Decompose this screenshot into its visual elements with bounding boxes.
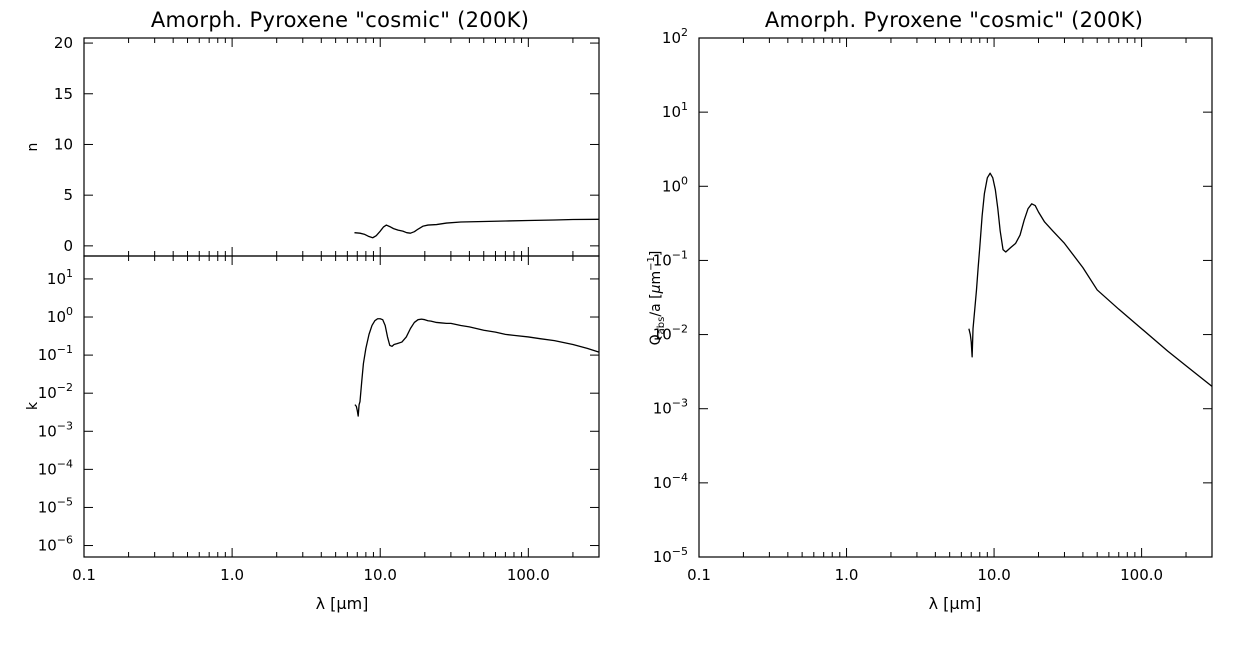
qabs-y-tick-label: 101 (662, 100, 688, 121)
n-y-tick-label: 15 (54, 85, 73, 103)
qabs-x-tick-label: 100.0 (1120, 566, 1163, 584)
k-y-tick-label: 101 (47, 267, 73, 288)
k-plot-frame (83, 255, 600, 558)
left-x-axis-label: λ [μm] (316, 594, 369, 613)
ticks-layer: 0 5 10 15 20 0.1 1.0 10.0 100.0 101 100 10−1 10−2 10−… (38, 26, 1213, 584)
k-y-tick-label: 10−4 (38, 457, 73, 478)
n-y-tick-label: 10 (54, 135, 73, 153)
qabs-series-line (968, 172, 1213, 387)
right-x-axis-label: λ [μm] (929, 594, 982, 613)
k-y-tick-label: 10−6 (38, 534, 73, 555)
qabs-x-tick-label: 0.1 (687, 566, 711, 584)
curves-layer (354, 172, 1213, 417)
qabs-y-tick-label: 100 (662, 174, 688, 195)
n-series-line (354, 218, 600, 239)
qabs-x-tick-label: 10.0 (977, 566, 1010, 584)
qabs-y-tick-label: 102 (662, 26, 688, 47)
k-y-tick-label: 10−5 (38, 495, 73, 516)
k-x-tick-label: 1.0 (220, 566, 244, 584)
qabs-x-tick-label: 1.0 (835, 566, 859, 584)
n-y-tick-label: 20 (54, 34, 73, 52)
n-plot-frame (83, 37, 600, 257)
k-y-tick-label: 10−1 (38, 343, 73, 364)
k-y-tick-label: 10−3 (38, 419, 73, 440)
k-x-tick-label: 0.1 (72, 566, 96, 584)
k-series-line (354, 318, 600, 417)
k-y-tick-label: 100 (47, 305, 73, 326)
n-y-tick-label: 5 (63, 186, 73, 204)
qabs-y-tick-label: 10−1 (653, 248, 688, 269)
left-chart-title: Amorph. Pyroxene "cosmic" (200K) (151, 8, 529, 32)
k-x-tick-label: 100.0 (507, 566, 550, 584)
k-y-tick-label: 10−2 (38, 381, 73, 402)
k-axis-label: k (25, 401, 41, 410)
qabs-y-tick-label: 10−2 (653, 323, 688, 344)
qabs-y-tick-label: 10−3 (653, 397, 688, 418)
n-axis-label: n (25, 143, 41, 152)
n-y-tick-label: 0 (63, 237, 73, 255)
k-x-tick-label: 10.0 (364, 566, 397, 584)
right-chart-title: Amorph. Pyroxene "cosmic" (200K) (765, 8, 1143, 32)
qabs-y-tick-label: 10−4 (653, 471, 688, 492)
qabs-plot-frame (698, 37, 1213, 558)
qabs-y-tick-label: 10−5 (653, 545, 688, 566)
